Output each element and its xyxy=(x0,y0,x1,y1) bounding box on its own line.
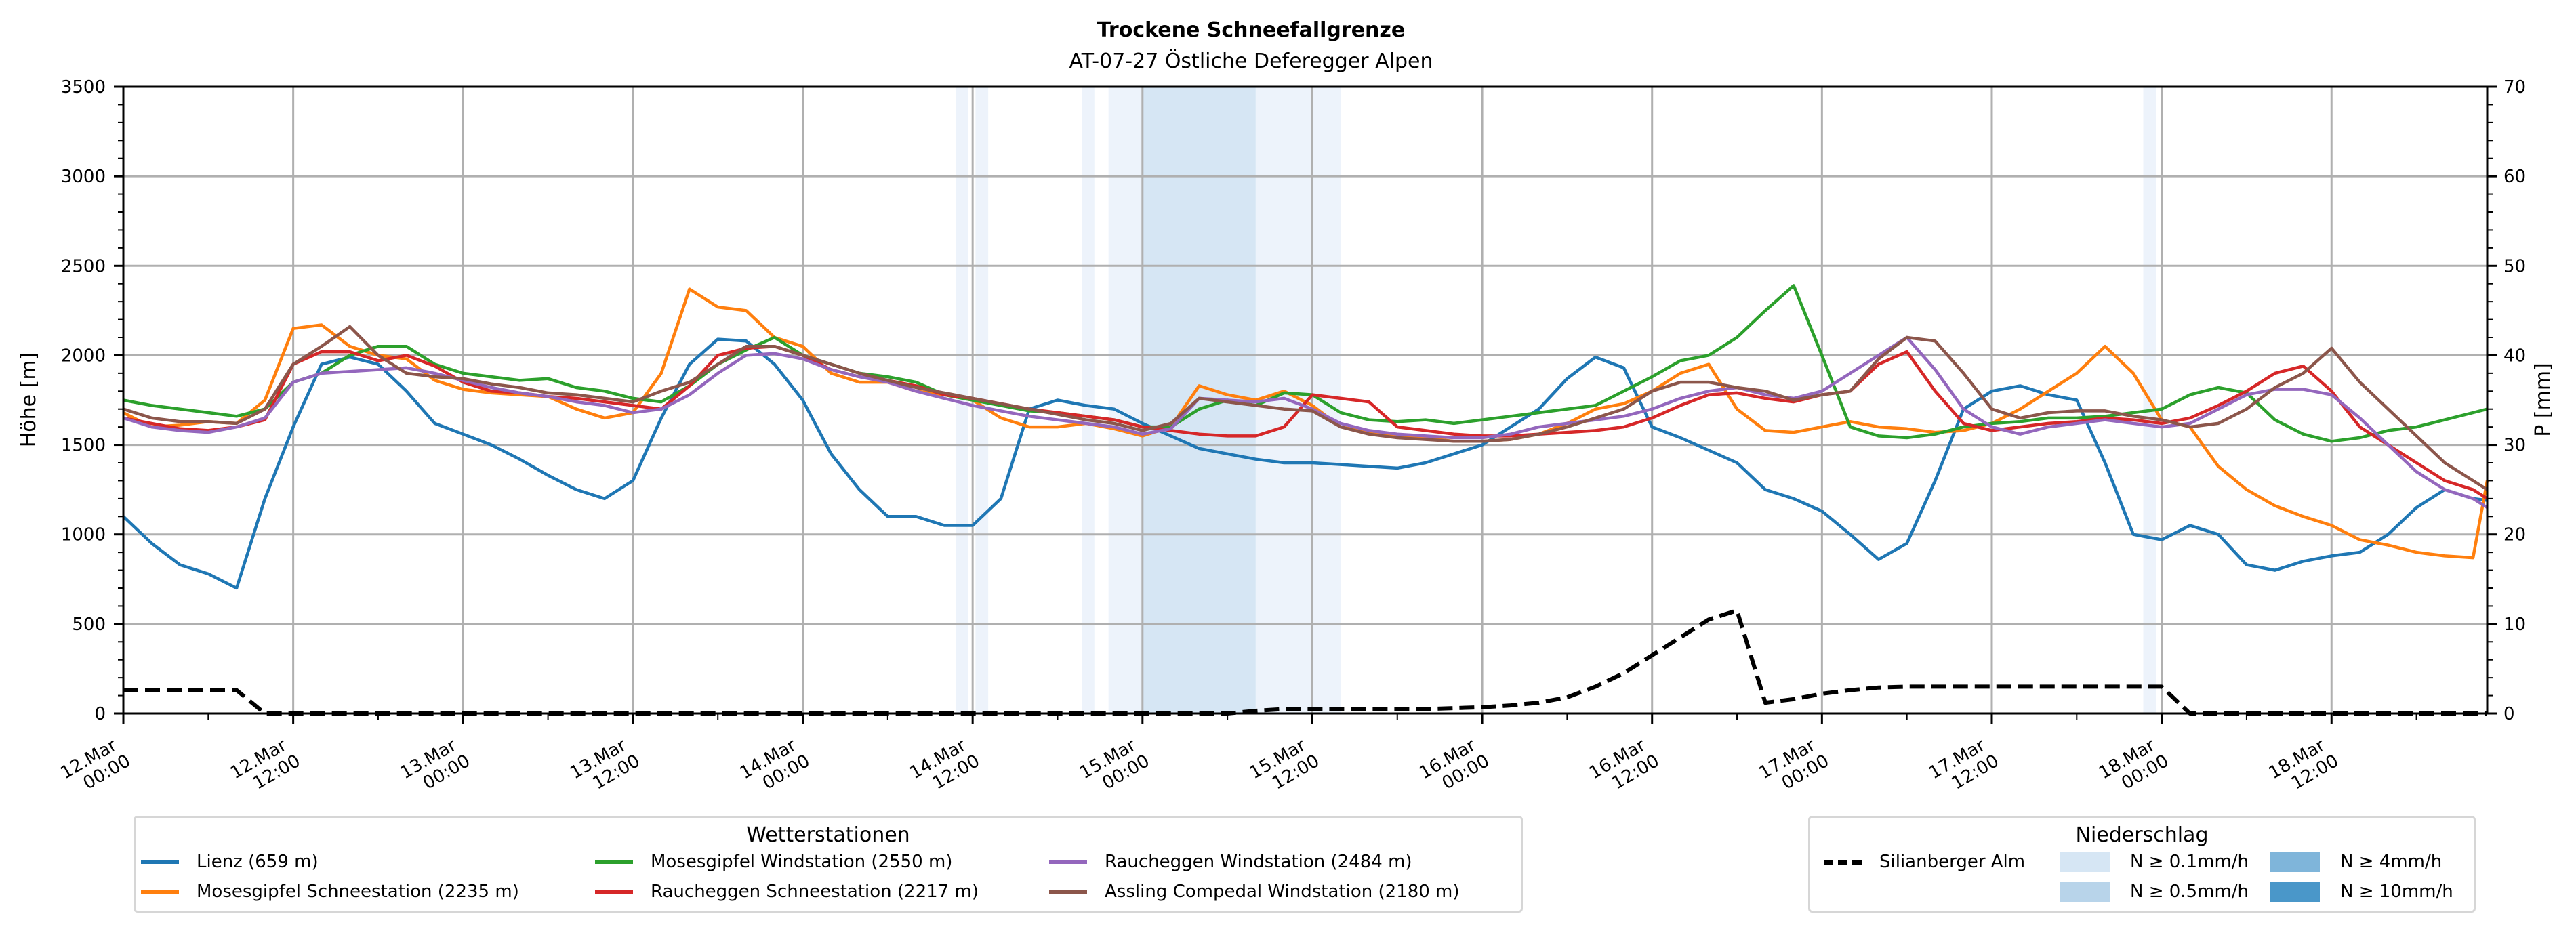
y-tick-label-left: 3500 xyxy=(61,77,106,98)
legend-stations-title: Wetterstationen xyxy=(746,823,910,847)
plot-frame xyxy=(122,85,2489,715)
legend-label: N ≥ 4mm/h xyxy=(2340,852,2442,872)
legend-label: N ≥ 0.5mm/h xyxy=(2130,882,2249,902)
legend-label: N ≥ 0.1mm/h xyxy=(2130,852,2249,872)
y-tick-label-left: 2500 xyxy=(61,256,106,276)
legend-item-precip-level: N ≥ 4mm/h xyxy=(2270,847,2473,877)
y-tick-label-left: 2000 xyxy=(61,346,106,366)
legend-item-station: Mosesgipfel Windstation (2550 m) xyxy=(595,847,1049,877)
line-swatch xyxy=(141,860,179,864)
y-tick-label-right: 20 xyxy=(2503,525,2526,545)
legend-item-station: Raucheggen Windstation (2484 m) xyxy=(1049,847,1524,877)
legend-item-silianberger-alm: Silianberger Alm xyxy=(1824,847,2060,877)
y-tick-label-left: 0 xyxy=(94,704,106,724)
series-line-lienz-659-m xyxy=(122,337,2488,590)
legend-precip: Niederschlag Silianberger Alm N ≥ 0.1mm/… xyxy=(1808,816,2476,913)
legend-label: Assling Compedal Windstation (2180 m) xyxy=(1105,882,1460,902)
precip-band xyxy=(1108,87,1143,713)
series-line-mosesgipfel-schneestation-2235-m xyxy=(122,287,2489,560)
patch-swatch xyxy=(2060,882,2110,902)
y-tick-label-right: 40 xyxy=(2503,346,2526,366)
legend-item-station: Assling Compedal Windstation (2180 m) xyxy=(1049,877,1524,907)
legend-label: Lienz (659 m) xyxy=(197,852,319,872)
y-tick-label-left: 1500 xyxy=(61,436,106,456)
patch-swatch xyxy=(2270,852,2320,872)
precip-bands xyxy=(956,87,2156,713)
y-tick-label-right: 50 xyxy=(2503,256,2526,276)
precip-band xyxy=(956,87,968,713)
line-swatch xyxy=(141,890,179,894)
line-swatch xyxy=(595,860,633,864)
series-line-raucheggen-windstation-2484-m xyxy=(123,335,2489,510)
line-swatch xyxy=(1049,890,1087,894)
y-tick-label-left: 1000 xyxy=(61,525,106,545)
legend-label: Raucheggen Schneestation (2217 m) xyxy=(651,882,979,902)
legend-item-station: Mosesgipfel Schneestation (2235 m) xyxy=(141,877,595,907)
legend-label: Mosesgipfel Schneestation (2235 m) xyxy=(197,882,519,902)
series-lines xyxy=(122,284,2489,716)
series-line-assling-compedal-windstation-2180-m xyxy=(123,325,2489,491)
legend-item-station: Raucheggen Schneestation (2217 m) xyxy=(595,877,1049,907)
legend-item-station: Lienz (659 m) xyxy=(141,847,595,877)
legend-item-precip-level: N ≥ 0.5mm/h xyxy=(2060,877,2270,907)
chart-title: Trockene Schneefallgrenze xyxy=(1097,18,1405,42)
legend-item-precip-level: N ≥ 0.1mm/h xyxy=(2060,847,2270,877)
y-tick-label-left: 500 xyxy=(72,615,106,635)
y-axis-label-right: P [mm] xyxy=(2531,362,2555,436)
legend-precip-title: Niederschlag xyxy=(2075,823,2209,847)
legend-stations: Wetterstationen Lienz (659 m) Mosesgipfel… xyxy=(134,816,1523,913)
y-tick-label-right: 30 xyxy=(2503,436,2526,456)
legend-item-precip-level: N ≥ 10mm/h xyxy=(2270,877,2473,907)
legend-label: N ≥ 10mm/h xyxy=(2340,882,2453,902)
y-axis-label-left: Höhe [m] xyxy=(17,352,41,448)
y-tick-label-right: 0 xyxy=(2503,704,2515,724)
legend-label: Mosesgipfel Windstation (2550 m) xyxy=(651,852,953,872)
dashed-line-swatch xyxy=(1824,859,1862,865)
y-tick-label-right: 60 xyxy=(2503,167,2526,187)
y-tick-label-left: 3000 xyxy=(61,167,106,187)
legend-label: Silianberger Alm xyxy=(1879,852,2026,872)
legend-label: Raucheggen Windstation (2484 m) xyxy=(1105,852,1412,872)
y-tick-label-right: 10 xyxy=(2503,615,2526,635)
patch-swatch xyxy=(2270,882,2320,902)
y-tick-label-right: 70 xyxy=(2503,77,2526,98)
line-swatch xyxy=(1049,860,1087,864)
chart-subtitle: AT-07-27 Östliche Deferegger Alpen xyxy=(1069,49,1433,73)
patch-swatch xyxy=(2060,852,2110,872)
precip-band xyxy=(1081,87,1095,713)
line-swatch xyxy=(595,890,633,894)
